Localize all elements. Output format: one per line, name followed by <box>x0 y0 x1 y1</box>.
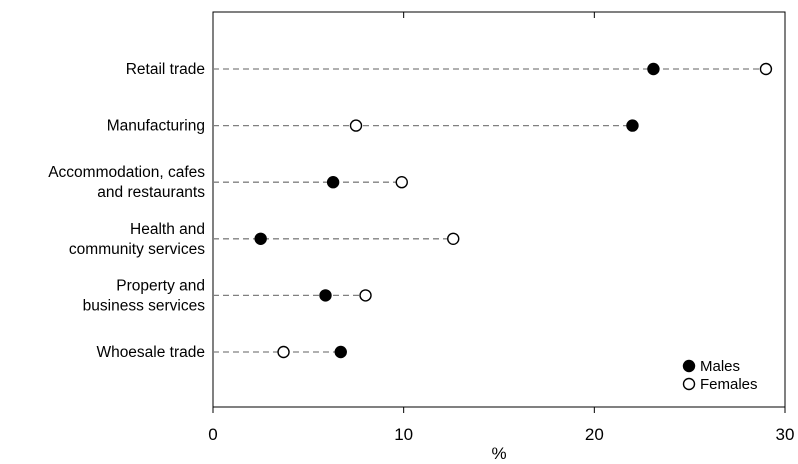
male-point <box>319 289 332 302</box>
legend-female-label: Females <box>700 376 758 393</box>
male-point <box>626 119 639 132</box>
category-label: Retail trade <box>126 61 205 78</box>
male-point <box>647 62 660 76</box>
guide-lines <box>213 68 766 353</box>
female-point <box>349 119 363 132</box>
female-point <box>359 289 372 302</box>
legend-male-label: Males <box>700 358 740 375</box>
female-point <box>395 175 408 189</box>
legend-female-marker <box>682 377 696 391</box>
female-point <box>447 232 460 246</box>
male-point <box>254 232 267 246</box>
legend-male-marker <box>682 359 696 373</box>
x-axis-ticks: 0 10 20 30 <box>208 12 794 444</box>
x-tick-label: 0 <box>208 425 217 444</box>
male-point <box>326 175 340 189</box>
category-label: Health and <box>130 221 205 238</box>
female-point <box>277 345 290 359</box>
male-point <box>334 345 347 359</box>
female-point <box>759 62 773 76</box>
category-label: Property and <box>116 277 205 294</box>
x-axis-title: % <box>491 444 506 463</box>
category-label: business services <box>83 297 206 314</box>
plot-frame <box>212 11 786 408</box>
x-tick-label: 20 <box>585 425 604 444</box>
data-markers <box>254 62 773 359</box>
category-label: Accommodation, cafes <box>48 164 205 181</box>
category-label: Manufacturing <box>107 118 205 135</box>
category-label: community services <box>69 241 205 258</box>
category-labels: Retail trade Manufacturing Accommodation, … <box>48 61 205 361</box>
x-tick-label: 30 <box>776 425 795 444</box>
category-label: and restaurants <box>97 184 205 201</box>
category-label: Whoesale trade <box>96 344 205 361</box>
x-tick-label: 10 <box>394 425 413 444</box>
